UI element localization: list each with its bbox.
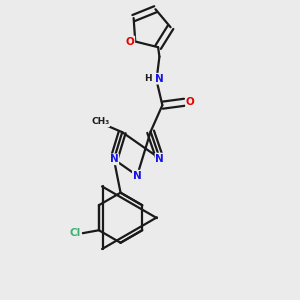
Text: O: O: [126, 37, 134, 46]
Text: Cl: Cl: [70, 228, 81, 238]
Text: H: H: [144, 74, 152, 83]
Text: CH₃: CH₃: [91, 117, 109, 126]
Text: N: N: [155, 154, 164, 164]
Text: N: N: [155, 74, 164, 84]
Text: N: N: [110, 154, 118, 164]
Text: O: O: [186, 97, 195, 107]
Text: N: N: [133, 171, 142, 181]
